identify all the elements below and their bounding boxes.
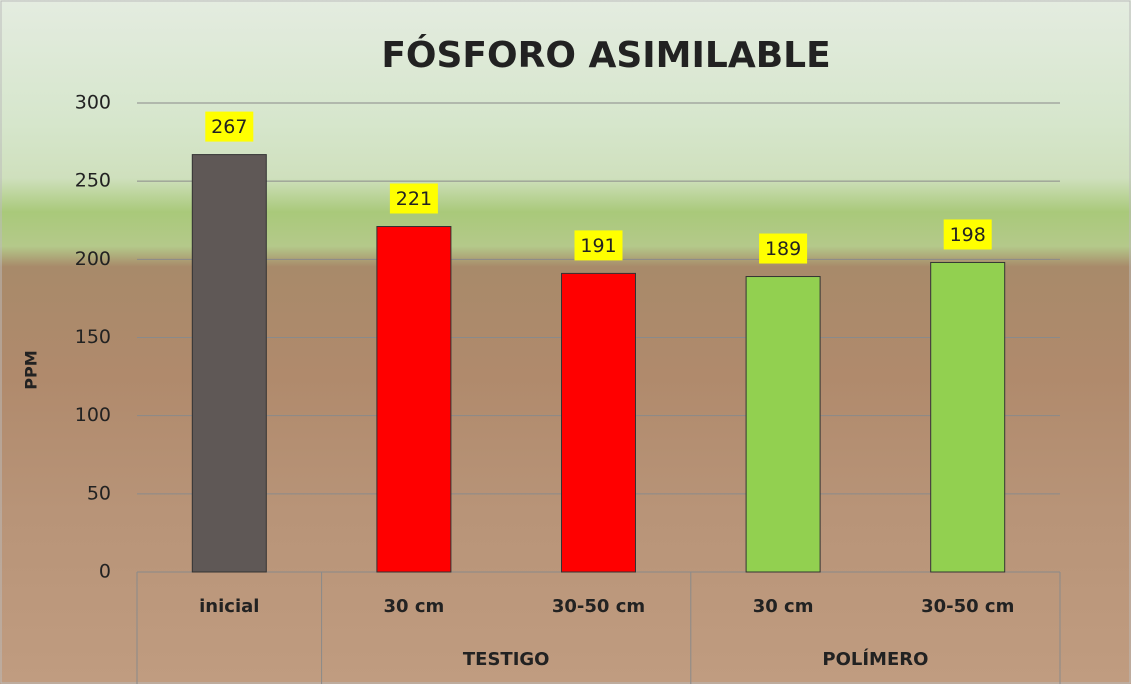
- y-tick-label: 200: [75, 248, 111, 270]
- y-tick-label: 300: [75, 92, 111, 114]
- y-tick-label: 150: [75, 326, 111, 348]
- x-tick-label: 30-50 cm: [552, 596, 645, 617]
- x-tick-label: 30 cm: [384, 596, 445, 617]
- value-label: 189: [765, 238, 801, 260]
- chart-frame: FÓSFORO ASIMILABLE PPM 0 50 100 150 200 250 30…: [0, 0, 1131, 684]
- x-tick-label: 30-50 cm: [921, 596, 1014, 617]
- x-tick-label: inicial: [199, 596, 259, 617]
- bar: [931, 262, 1005, 572]
- value-label: 191: [580, 235, 616, 257]
- value-label: 198: [950, 224, 986, 246]
- bar: [746, 277, 820, 572]
- y-tick-label: 250: [75, 170, 111, 192]
- chart: FÓSFORO ASIMILABLE PPM 0 50 100 150 200 250 30…: [0, 0, 1131, 684]
- y-axis-label: PPM: [22, 350, 41, 389]
- bar: [562, 273, 636, 572]
- value-label: 221: [396, 188, 432, 210]
- value-label: 267: [211, 116, 247, 138]
- y-tick-label: 50: [87, 482, 111, 504]
- y-tick-label: 0: [99, 561, 111, 583]
- group-label: POLÍMERO: [822, 648, 928, 670]
- chart-title: FÓSFORO ASIMILABLE: [381, 34, 830, 76]
- group-label: TESTIGO: [463, 649, 550, 670]
- x-tick-label: 30 cm: [753, 596, 814, 617]
- y-tick-label: 100: [75, 404, 111, 426]
- bar: [192, 155, 266, 572]
- bar: [377, 227, 451, 572]
